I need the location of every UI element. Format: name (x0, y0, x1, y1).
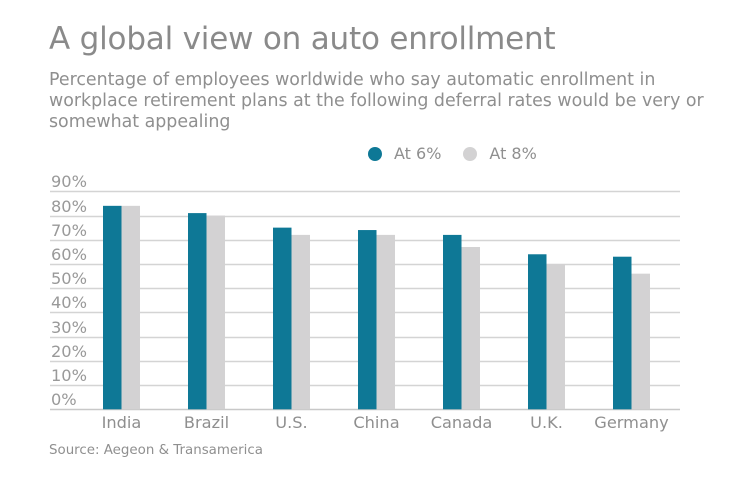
chart-subtitle: Percentage of employees worldwide who sa… (49, 70, 704, 132)
x-tick-label: Germany (594, 413, 669, 432)
y-tick-label: 10% (51, 366, 87, 385)
y-tick-label: 40% (51, 293, 87, 312)
x-tick-label: India (102, 413, 142, 432)
y-tick-label: 30% (51, 318, 87, 337)
bar-germany-8pct (631, 273, 650, 410)
x-tick-label: U.S. (275, 413, 307, 432)
bar-canada-6pct (443, 234, 462, 410)
y-axis-ticks: 0% 10% 20% 30% 40% 50% 60% 70% 80% 90% (51, 172, 87, 409)
bar-us-6pct (273, 227, 292, 410)
x-tick-label: China (353, 413, 399, 432)
bar-germany-6pct (613, 256, 632, 410)
y-tick-label: 0% (51, 390, 77, 409)
y-tick-label: 50% (51, 269, 87, 288)
y-tick-label: 60% (51, 245, 87, 264)
legend-label-8: At 8% (489, 144, 537, 163)
x-axis-ticks: India Brazil U.S. China Canada U.K. Germany (102, 413, 669, 432)
bar-india-6pct (103, 205, 122, 410)
y-tick-label: 80% (51, 197, 87, 216)
bar-china-6pct (358, 230, 377, 410)
x-tick-label: Canada (431, 413, 493, 432)
source-note: Source: Aegeon & Transamerica (49, 443, 263, 458)
bar-brazil-6pct (188, 213, 207, 410)
x-tick-label: U.K. (530, 413, 563, 432)
y-tick-label: 20% (51, 342, 87, 361)
bar-india-8pct (121, 205, 140, 410)
chart-title: A global view on auto enrollment (49, 21, 556, 57)
legend-item-6: At 6% (368, 144, 441, 163)
legend-swatch-6 (368, 146, 382, 161)
bar-china-8pct (376, 234, 395, 410)
x-tick-label: Brazil (184, 413, 229, 432)
bars (103, 205, 650, 410)
legend-label-6: At 6% (394, 144, 442, 163)
legend: At 6% At 8% (368, 144, 559, 163)
bar-canada-8pct (461, 247, 480, 410)
bar-uk-8pct (546, 263, 565, 410)
y-tick-label: 90% (51, 172, 87, 191)
bar-us-8pct (291, 234, 310, 410)
y-tick-label: 70% (51, 221, 87, 240)
legend-swatch-8 (463, 146, 478, 161)
bar-uk-6pct (528, 254, 547, 410)
bar-brazil-8pct (206, 215, 225, 410)
legend-item-8: At 8% (463, 144, 537, 163)
